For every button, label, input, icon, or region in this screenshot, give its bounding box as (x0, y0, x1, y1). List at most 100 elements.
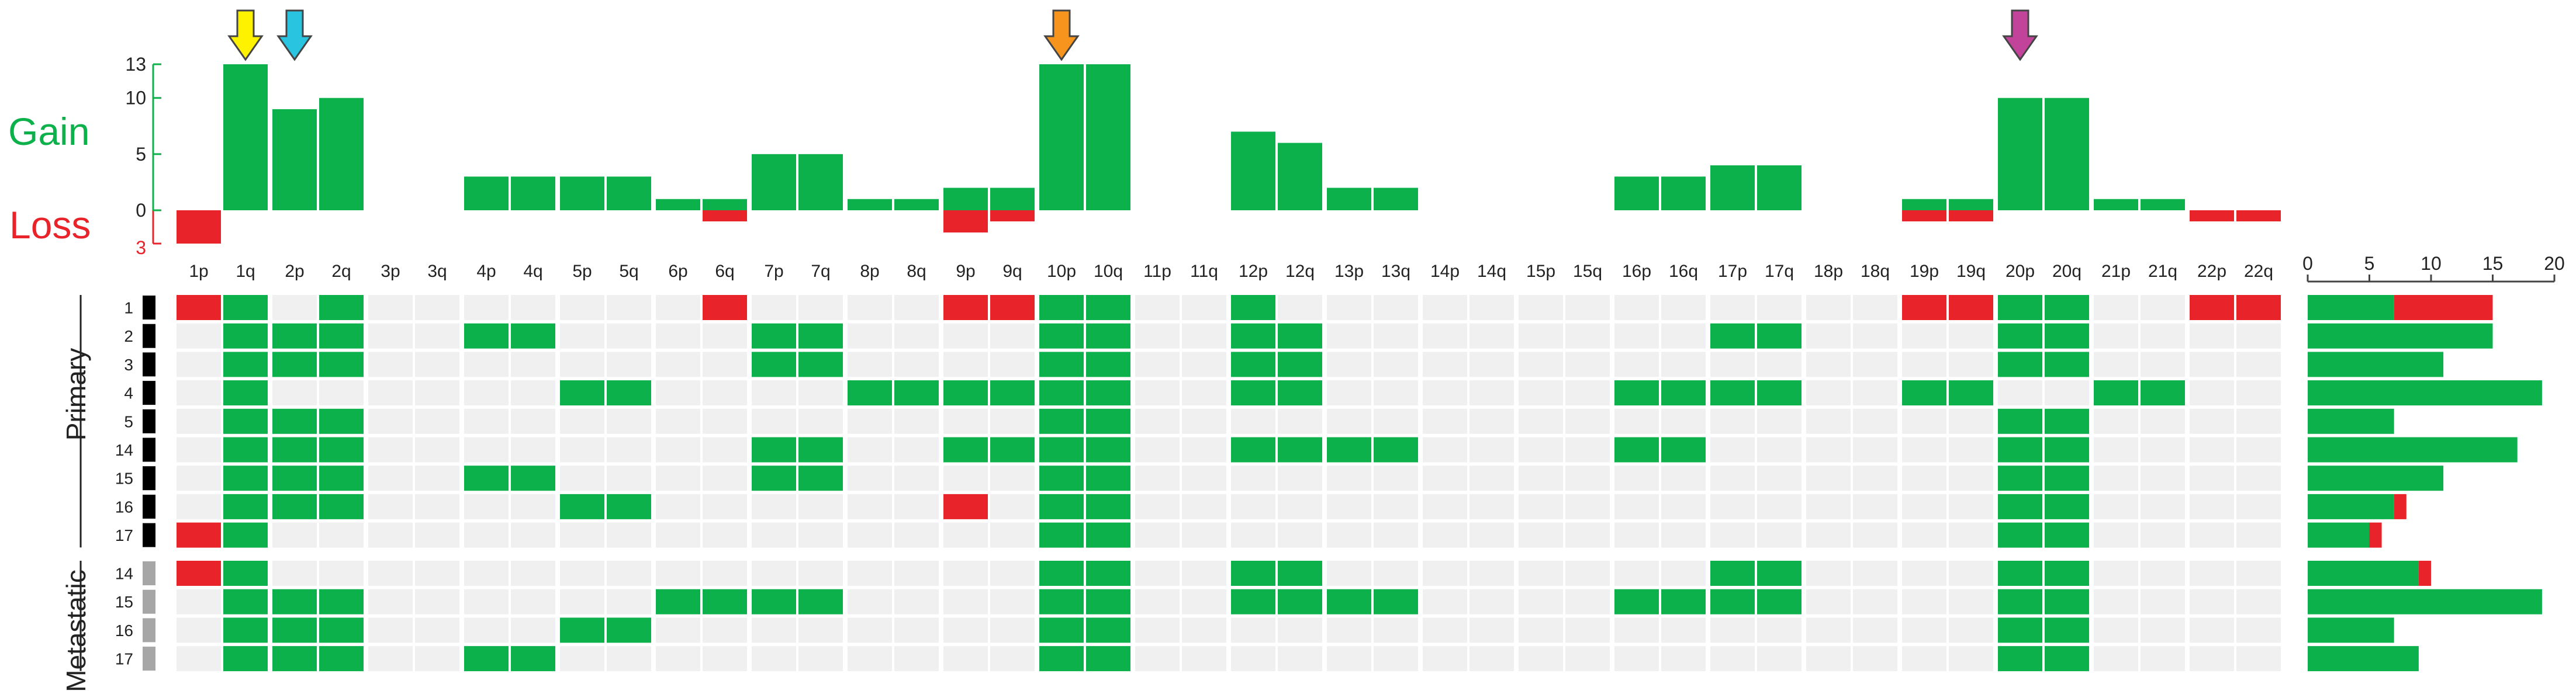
empty-cell (798, 646, 843, 672)
empty-cell (1853, 522, 1897, 548)
empty-cell (1135, 437, 1180, 463)
gain-cell (1086, 561, 1130, 586)
empty-cell (2190, 466, 2234, 491)
arm-label-3p: 3p (381, 262, 400, 281)
empty-cell (703, 323, 747, 349)
empty-cell (1853, 380, 1897, 406)
gain-cell (798, 323, 843, 349)
gain-cell (2045, 352, 2089, 377)
empty-cell (368, 352, 413, 377)
empty-cell (560, 323, 604, 349)
empty-cell (848, 323, 892, 349)
arm-label-6q: 6q (715, 262, 734, 281)
empty-cell (1423, 352, 1467, 377)
summary-gain-bar-5q (607, 176, 651, 210)
gain-cell (2045, 522, 2089, 548)
empty-cell (464, 295, 509, 320)
arm-label-18p: 18p (1814, 262, 1843, 281)
empty-cell (2236, 408, 2281, 434)
empty-cell (703, 380, 747, 406)
empty-cell (990, 617, 1035, 643)
empty-cell (1565, 589, 1610, 614)
empty-cell (1998, 380, 2042, 406)
gain-cell (319, 494, 364, 519)
empty-cell (656, 494, 700, 519)
totals-tick-label: 5 (2364, 253, 2375, 274)
gain-cell (1086, 408, 1130, 434)
empty-cell (1231, 408, 1275, 434)
gain-cell (752, 437, 796, 463)
empty-cell (752, 646, 796, 672)
empty-cell (464, 522, 509, 548)
gain-cell (1998, 437, 2042, 463)
empty-cell (1182, 323, 1226, 349)
empty-cell (1710, 617, 1755, 643)
gain-cell (223, 323, 268, 349)
summary-gain-bar-8p (848, 199, 892, 210)
empty-cell (1565, 437, 1610, 463)
gain-cell (1086, 380, 1130, 406)
totals-gain-bar (2308, 380, 2542, 406)
arm-label-15p: 15p (1526, 262, 1555, 281)
gain-cell (1949, 380, 1993, 406)
arrow-icon-1q (227, 9, 264, 61)
arm-label-9p: 9p (956, 262, 975, 281)
totals-tick-label: 20 (2544, 253, 2565, 274)
empty-cell (1423, 380, 1467, 406)
empty-cell (368, 617, 413, 643)
arm-label-16p: 16p (1622, 262, 1651, 281)
empty-cell (1278, 408, 1322, 434)
empty-cell (2236, 323, 2281, 349)
gain-cell (1710, 323, 1755, 349)
gain-cell (1661, 437, 1706, 463)
empty-cell (1327, 494, 1371, 519)
empty-cell (1614, 522, 1659, 548)
gain-cell (560, 380, 604, 406)
gain-cell (1998, 466, 2042, 491)
empty-cell (943, 561, 988, 586)
sample-group-marker (143, 589, 155, 614)
summary-gain-bar-2p (272, 109, 317, 210)
summary-gain-bar-6q (703, 199, 747, 210)
empty-cell (703, 617, 747, 643)
arm-label-11q: 11q (1190, 262, 1218, 281)
summary-gain-bar-2q (319, 98, 364, 210)
empty-cell (177, 466, 221, 491)
empty-cell (2141, 646, 2185, 672)
empty-cell (752, 617, 796, 643)
summary-gain-bar-9q (990, 187, 1035, 210)
empty-cell (368, 466, 413, 491)
arm-label-22q: 22q (2244, 262, 2273, 281)
empty-cell (1614, 617, 1659, 643)
empty-cell (656, 408, 700, 434)
group-label-metastatic: Metastatic (61, 570, 91, 691)
gain-cell (990, 380, 1035, 406)
gain-cell (1086, 323, 1130, 349)
gain-cell (703, 589, 747, 614)
empty-cell (560, 295, 604, 320)
gain-cell (223, 437, 268, 463)
empty-cell (1565, 617, 1610, 643)
empty-cell (1135, 646, 1180, 672)
empty-cell (511, 494, 555, 519)
arm-label-18q: 18q (1861, 262, 1890, 281)
summary-gain-bar-8q (894, 199, 939, 210)
empty-cell (607, 408, 651, 434)
empty-cell (177, 617, 221, 643)
gain-cell (319, 408, 364, 434)
empty-cell (1902, 494, 1946, 519)
arm-label-10q: 10q (1094, 262, 1123, 281)
gain-cell (1327, 589, 1371, 614)
empty-cell (1231, 494, 1275, 519)
arm-label-1p: 1p (189, 262, 208, 281)
arm-label-11p: 11p (1143, 262, 1171, 281)
empty-cell (415, 646, 459, 672)
empty-cell (607, 589, 651, 614)
empty-cell (1806, 646, 1851, 672)
empty-cell (1423, 589, 1467, 614)
empty-cell (943, 522, 988, 548)
empty-cell (2141, 522, 2185, 548)
totals-tick-label: 15 (2482, 253, 2504, 274)
gain-cell (1086, 352, 1130, 377)
summary-gain-bar-17p (1710, 165, 1755, 210)
